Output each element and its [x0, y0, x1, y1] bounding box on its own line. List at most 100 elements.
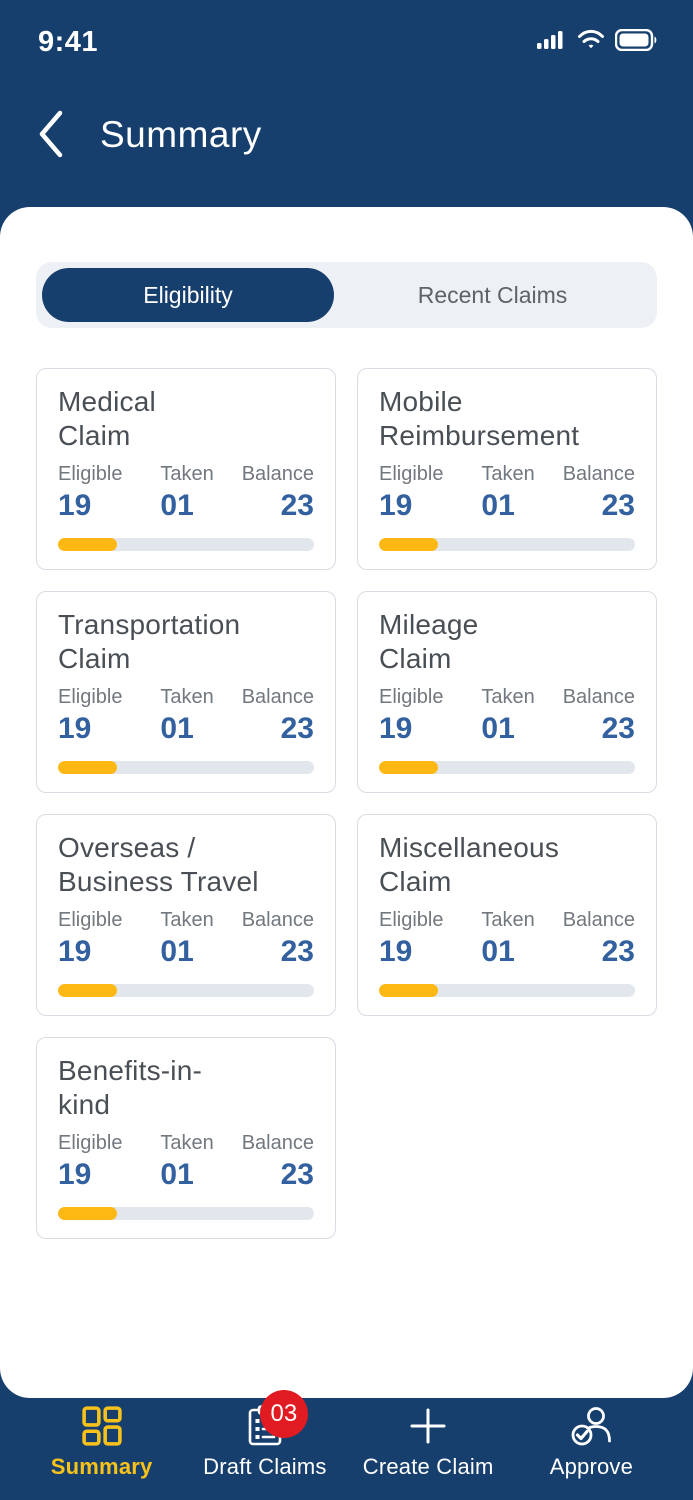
stat: Balance 23	[242, 1132, 314, 1192]
tab-label: Create Claim	[362, 1454, 494, 1479]
stat-label: Eligible	[58, 1132, 123, 1154]
progress-track	[58, 761, 314, 774]
claim-card-title: Miscellaneous Claim	[379, 832, 560, 897]
stat-label: Balance	[241, 463, 314, 485]
stat-label: Eligible	[58, 686, 123, 708]
stat-value: 01	[481, 489, 515, 522]
tab-approve[interactable]: Approve	[510, 1398, 673, 1500]
stat-value: 23	[601, 489, 635, 522]
claim-stats: Eligible 19 Taken 01 Balance 23	[379, 686, 635, 746]
stat: Eligible 19	[58, 1132, 160, 1192]
stat-value: 23	[280, 489, 314, 522]
claim-card[interactable]: Medical Claim Eligible 19 Taken 01 Balance 23	[36, 368, 336, 570]
progress-fill	[58, 538, 117, 551]
stat-value: 01	[160, 489, 194, 522]
tab-recent-claims[interactable]: Recent Claims	[417, 281, 568, 308]
claim-stats: Eligible 19 Taken 01 Balance 23	[379, 463, 635, 523]
status-bar: 9:41	[0, 0, 693, 70]
tab-label: Draft Claims	[203, 1454, 327, 1479]
stat-value: 23	[280, 712, 314, 745]
stat-label: Eligible	[58, 463, 123, 485]
progress-fill	[58, 761, 117, 774]
stat: Eligible 19	[379, 463, 481, 523]
stat-value: 19	[379, 712, 413, 745]
stat: Taken 01	[160, 909, 241, 969]
claim-card[interactable]: Mileage Claim Eligible 19 Taken 01 Balance 23	[357, 591, 657, 793]
claim-card-title: Mileage Claim	[379, 609, 479, 674]
claim-card-title: Overseas / Business Travel	[58, 832, 259, 897]
progress-track	[379, 761, 635, 774]
claim-stats: Eligible 19 Taken 01 Balance 23	[58, 463, 314, 523]
claim-card[interactable]: Mobile Reimbursement Eligible 19 Taken 01 Ba…	[357, 368, 657, 570]
stat-label: Eligible	[379, 463, 444, 485]
claim-card[interactable]: Miscellaneous Claim Eligible 19 Taken 01 Bal…	[357, 814, 657, 1016]
grid-icon	[81, 1405, 122, 1451]
stat: Balance 23	[563, 463, 635, 523]
stat-value: 01	[160, 712, 194, 745]
stat-value: 23	[601, 935, 635, 968]
stat-label: Taken	[481, 686, 535, 708]
stat-label: Taken	[160, 686, 214, 708]
tab-label: Approve	[549, 1454, 634, 1479]
claim-stats: Eligible 19 Taken 01 Balance 23	[379, 909, 635, 969]
stat-value: 23	[280, 1158, 314, 1191]
stat: Eligible 19	[58, 909, 160, 969]
claim-card-title: Mobile Reimbursement	[379, 386, 580, 451]
claim-card-title: Transportation Claim	[58, 609, 241, 674]
draft-claims-badge: 03	[259, 1390, 308, 1438]
progress-track	[58, 984, 314, 997]
claim-card[interactable]: Benefits-in- kind Eligible 19 Taken 01 Balan…	[36, 1037, 336, 1239]
stat-label: Balance	[241, 686, 314, 708]
tab-summary[interactable]: Summary	[20, 1398, 183, 1500]
stat-label: Taken	[481, 909, 535, 931]
stat: Taken 01	[160, 686, 241, 746]
stat: Taken 01	[481, 909, 562, 969]
status-icons	[537, 28, 659, 56]
progress-fill	[379, 761, 438, 774]
claims-grid: Medical Claim Eligible 19 Taken 01 Balance 23…	[36, 368, 657, 1239]
progress-fill	[58, 1207, 117, 1220]
stat-label: Balance	[562, 909, 635, 931]
header: Summary	[38, 105, 655, 165]
stat-label: Eligible	[58, 909, 123, 931]
claim-card-title: Benefits-in- kind	[58, 1055, 203, 1120]
claim-card[interactable]: Transportation Claim Eligible 19 Taken 01 Ba…	[36, 591, 336, 793]
progress-fill	[58, 984, 117, 997]
stat-label: Eligible	[379, 909, 444, 931]
claim-card-title: Medical Claim	[58, 386, 156, 451]
back-button[interactable]	[38, 107, 78, 163]
stat-label: Taken	[481, 463, 535, 485]
wifi-icon	[577, 29, 605, 56]
stat-value: 19	[379, 935, 413, 968]
stat-label: Balance	[241, 1132, 314, 1154]
stat-label: Balance	[562, 686, 635, 708]
claim-stats: Eligible 19 Taken 01 Balance 23	[58, 909, 314, 969]
stat-value: 23	[601, 712, 635, 745]
stat-value: 01	[160, 935, 194, 968]
stat: Eligible 19	[58, 463, 160, 523]
battery-icon	[614, 28, 659, 56]
tab-label: Summary	[50, 1454, 153, 1479]
stat: Balance 23	[242, 686, 314, 746]
stat-value: 19	[58, 489, 92, 522]
tab-eligibility[interactable]: Eligibility	[42, 268, 334, 322]
progress-track	[58, 538, 314, 551]
stat-value: 01	[481, 712, 515, 745]
tab-draft-claims[interactable]: 03 Draft Claims	[183, 1390, 346, 1500]
stat: Taken 01	[160, 1132, 241, 1192]
plus-icon	[408, 1406, 448, 1451]
stat: Taken 01	[160, 463, 241, 523]
stat-value: 19	[379, 489, 413, 522]
stat-label: Taken	[160, 909, 214, 931]
stat: Taken 01	[481, 463, 562, 523]
signal-icon	[537, 29, 567, 56]
tab-create-claim[interactable]: Create Claim	[347, 1398, 510, 1500]
stat-label: Taken	[160, 463, 214, 485]
stat: Eligible 19	[379, 686, 481, 746]
progress-fill	[379, 984, 438, 997]
page-title: Summary	[100, 114, 262, 155]
progress-track	[58, 1207, 314, 1220]
claim-card[interactable]: Overseas / Business Travel Eligible 19 Tak…	[36, 814, 336, 1016]
chevron-left-icon	[38, 109, 64, 162]
